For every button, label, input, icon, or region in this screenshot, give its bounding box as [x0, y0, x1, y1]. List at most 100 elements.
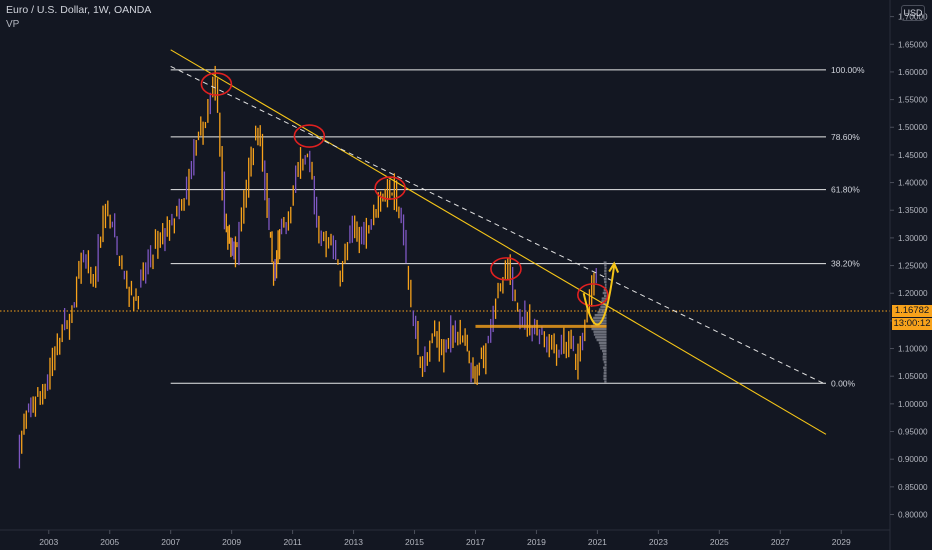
- volume-profile-bar: [604, 264, 607, 267]
- trendline-solid[interactable]: [170, 49, 827, 435]
- y-tick-label: 1.35000: [898, 206, 928, 215]
- highlight-circle[interactable]: [577, 283, 609, 307]
- y-tick-label: 0.90000: [898, 455, 928, 464]
- indicator-label[interactable]: VP: [6, 19, 20, 30]
- time-axis[interactable]: 2003 2005 2007 2009 2011 2013 2015 2017 2019 2021…: [39, 530, 851, 547]
- symbol-title[interactable]: Euro / U.S. Dollar, 1W, OANDA: [6, 4, 152, 16]
- fib-level-label: 0.00%: [831, 378, 856, 388]
- volume-profile-bar: [601, 297, 607, 300]
- forecast-arrowhead[interactable]: [608, 261, 620, 273]
- fib-level-label: 100.00%: [831, 65, 865, 75]
- volume-profile-bar: [604, 380, 607, 383]
- x-tick-label: 2019: [527, 537, 546, 547]
- x-tick-label: 2015: [405, 537, 424, 547]
- y-tick-label: 0.95000: [898, 428, 928, 437]
- volume-profile-bar: [598, 308, 607, 311]
- volume-profile-bar: [603, 261, 607, 264]
- y-tick-label: 1.10000: [898, 345, 928, 354]
- volume-profile-bar: [593, 330, 607, 333]
- volume-profile-bar: [603, 360, 607, 364]
- y-tick-label: 1.70000: [898, 13, 928, 22]
- y-tick-label: 1.05000: [898, 372, 928, 381]
- volume-profile-bar: [593, 316, 607, 320]
- x-tick-label: 2029: [832, 537, 851, 547]
- y-tick-label: 1.65000: [898, 40, 928, 49]
- highlight-circles[interactable]: [200, 72, 609, 307]
- volume-profile-bar: [603, 278, 607, 281]
- y-tick-label: 1.00000: [898, 400, 928, 409]
- volume-profile-bar: [603, 369, 607, 372]
- volume-profile-bar: [593, 333, 607, 336]
- highlight-circle[interactable]: [200, 72, 233, 96]
- fib-level-label: 38.20%: [831, 259, 860, 269]
- currency-badge[interactable]: USD: [901, 5, 925, 21]
- x-tick-label: 2007: [161, 537, 180, 547]
- volume-profile-bar: [602, 349, 607, 353]
- volume-profile-bar: [603, 289, 607, 292]
- volume-profile-bar: [604, 286, 607, 289]
- highlight-circle[interactable]: [293, 124, 326, 148]
- volume-profile-bar: [604, 280, 607, 284]
- fibonacci-retracement[interactable]: 100.00% 78.60% 61.80% 38.20% 0.00%: [170, 65, 865, 388]
- x-tick-label: 2021: [588, 537, 607, 547]
- highlight-circle[interactable]: [374, 176, 406, 200]
- x-tick-label: 2023: [649, 537, 668, 547]
- x-tick-label: 2011: [283, 537, 302, 547]
- trendlines[interactable]: [170, 49, 827, 435]
- bar-countdown-tag: 13:00:12: [892, 318, 932, 331]
- trendline-dashed[interactable]: [170, 65, 827, 385]
- x-tick-label: 2003: [39, 537, 58, 547]
- x-tick-label: 2013: [344, 537, 363, 547]
- volume-profile-bar: [604, 266, 607, 270]
- volume-profile-bar: [603, 374, 607, 378]
- fib-level-label: 61.80%: [831, 185, 860, 195]
- x-tick-label: 2027: [771, 537, 790, 547]
- volume-profile-bar: [600, 305, 607, 309]
- volume-profile-bar: [595, 336, 607, 339]
- y-tick-label: 1.55000: [898, 96, 928, 105]
- volume-profile-bar: [603, 366, 607, 369]
- y-tick-label: 1.50000: [898, 123, 928, 132]
- current-price-tag: 1.16782: [892, 305, 932, 318]
- volume-profile-bar: [602, 358, 607, 361]
- volume-profile-bar: [604, 363, 607, 367]
- y-tick-label: 1.20000: [898, 289, 928, 298]
- highlight-circle[interactable]: [490, 257, 522, 281]
- volume-profile-bar: [600, 347, 607, 350]
- volume-profile: [475, 261, 607, 383]
- volume-profile-bar: [591, 327, 607, 331]
- forecast-curve[interactable]: [582, 265, 616, 326]
- volume-profile-bar: [602, 355, 607, 358]
- volume-profile-bar: [597, 311, 607, 314]
- x-tick-label: 2009: [222, 537, 241, 547]
- volume-profile-bar: [603, 377, 607, 380]
- y-tick-label: 0.80000: [898, 511, 928, 520]
- volume-profile-bar: [603, 294, 607, 297]
- forecast-arrow[interactable]: [582, 261, 620, 326]
- y-tick-label: 1.45000: [898, 151, 928, 160]
- volume-profile-bar: [604, 272, 607, 275]
- volume-profile-bar: [602, 352, 607, 356]
- y-tick-label: 1.30000: [898, 234, 928, 243]
- volume-profile-bar: [603, 372, 607, 375]
- volume-profile-bar: [604, 283, 607, 286]
- y-tick-label: 1.60000: [898, 68, 928, 77]
- volume-profile-bar: [599, 344, 607, 347]
- x-tick-label: 2017: [466, 537, 485, 547]
- volume-profile-bar: [602, 291, 607, 295]
- volume-profile-bar: [592, 319, 607, 322]
- x-tick-label: 2005: [100, 537, 119, 547]
- volume-profile-bar: [604, 269, 607, 273]
- volume-profile-bar: [594, 313, 607, 317]
- volume-profile-bar: [596, 338, 607, 342]
- volume-profile-bar: [598, 341, 607, 344]
- y-tick-label: 1.25000: [898, 262, 928, 271]
- fib-level-label: 78.60%: [831, 132, 860, 142]
- x-tick-label: 2025: [710, 537, 729, 547]
- volume-profile-bar: [605, 275, 607, 278]
- y-tick-label: 0.85000: [898, 483, 928, 492]
- price-axis[interactable]: 0.80000 0.85000 0.90000 0.95000 1.00000 1.050…: [890, 13, 928, 520]
- price-series: [0, 65, 890, 469]
